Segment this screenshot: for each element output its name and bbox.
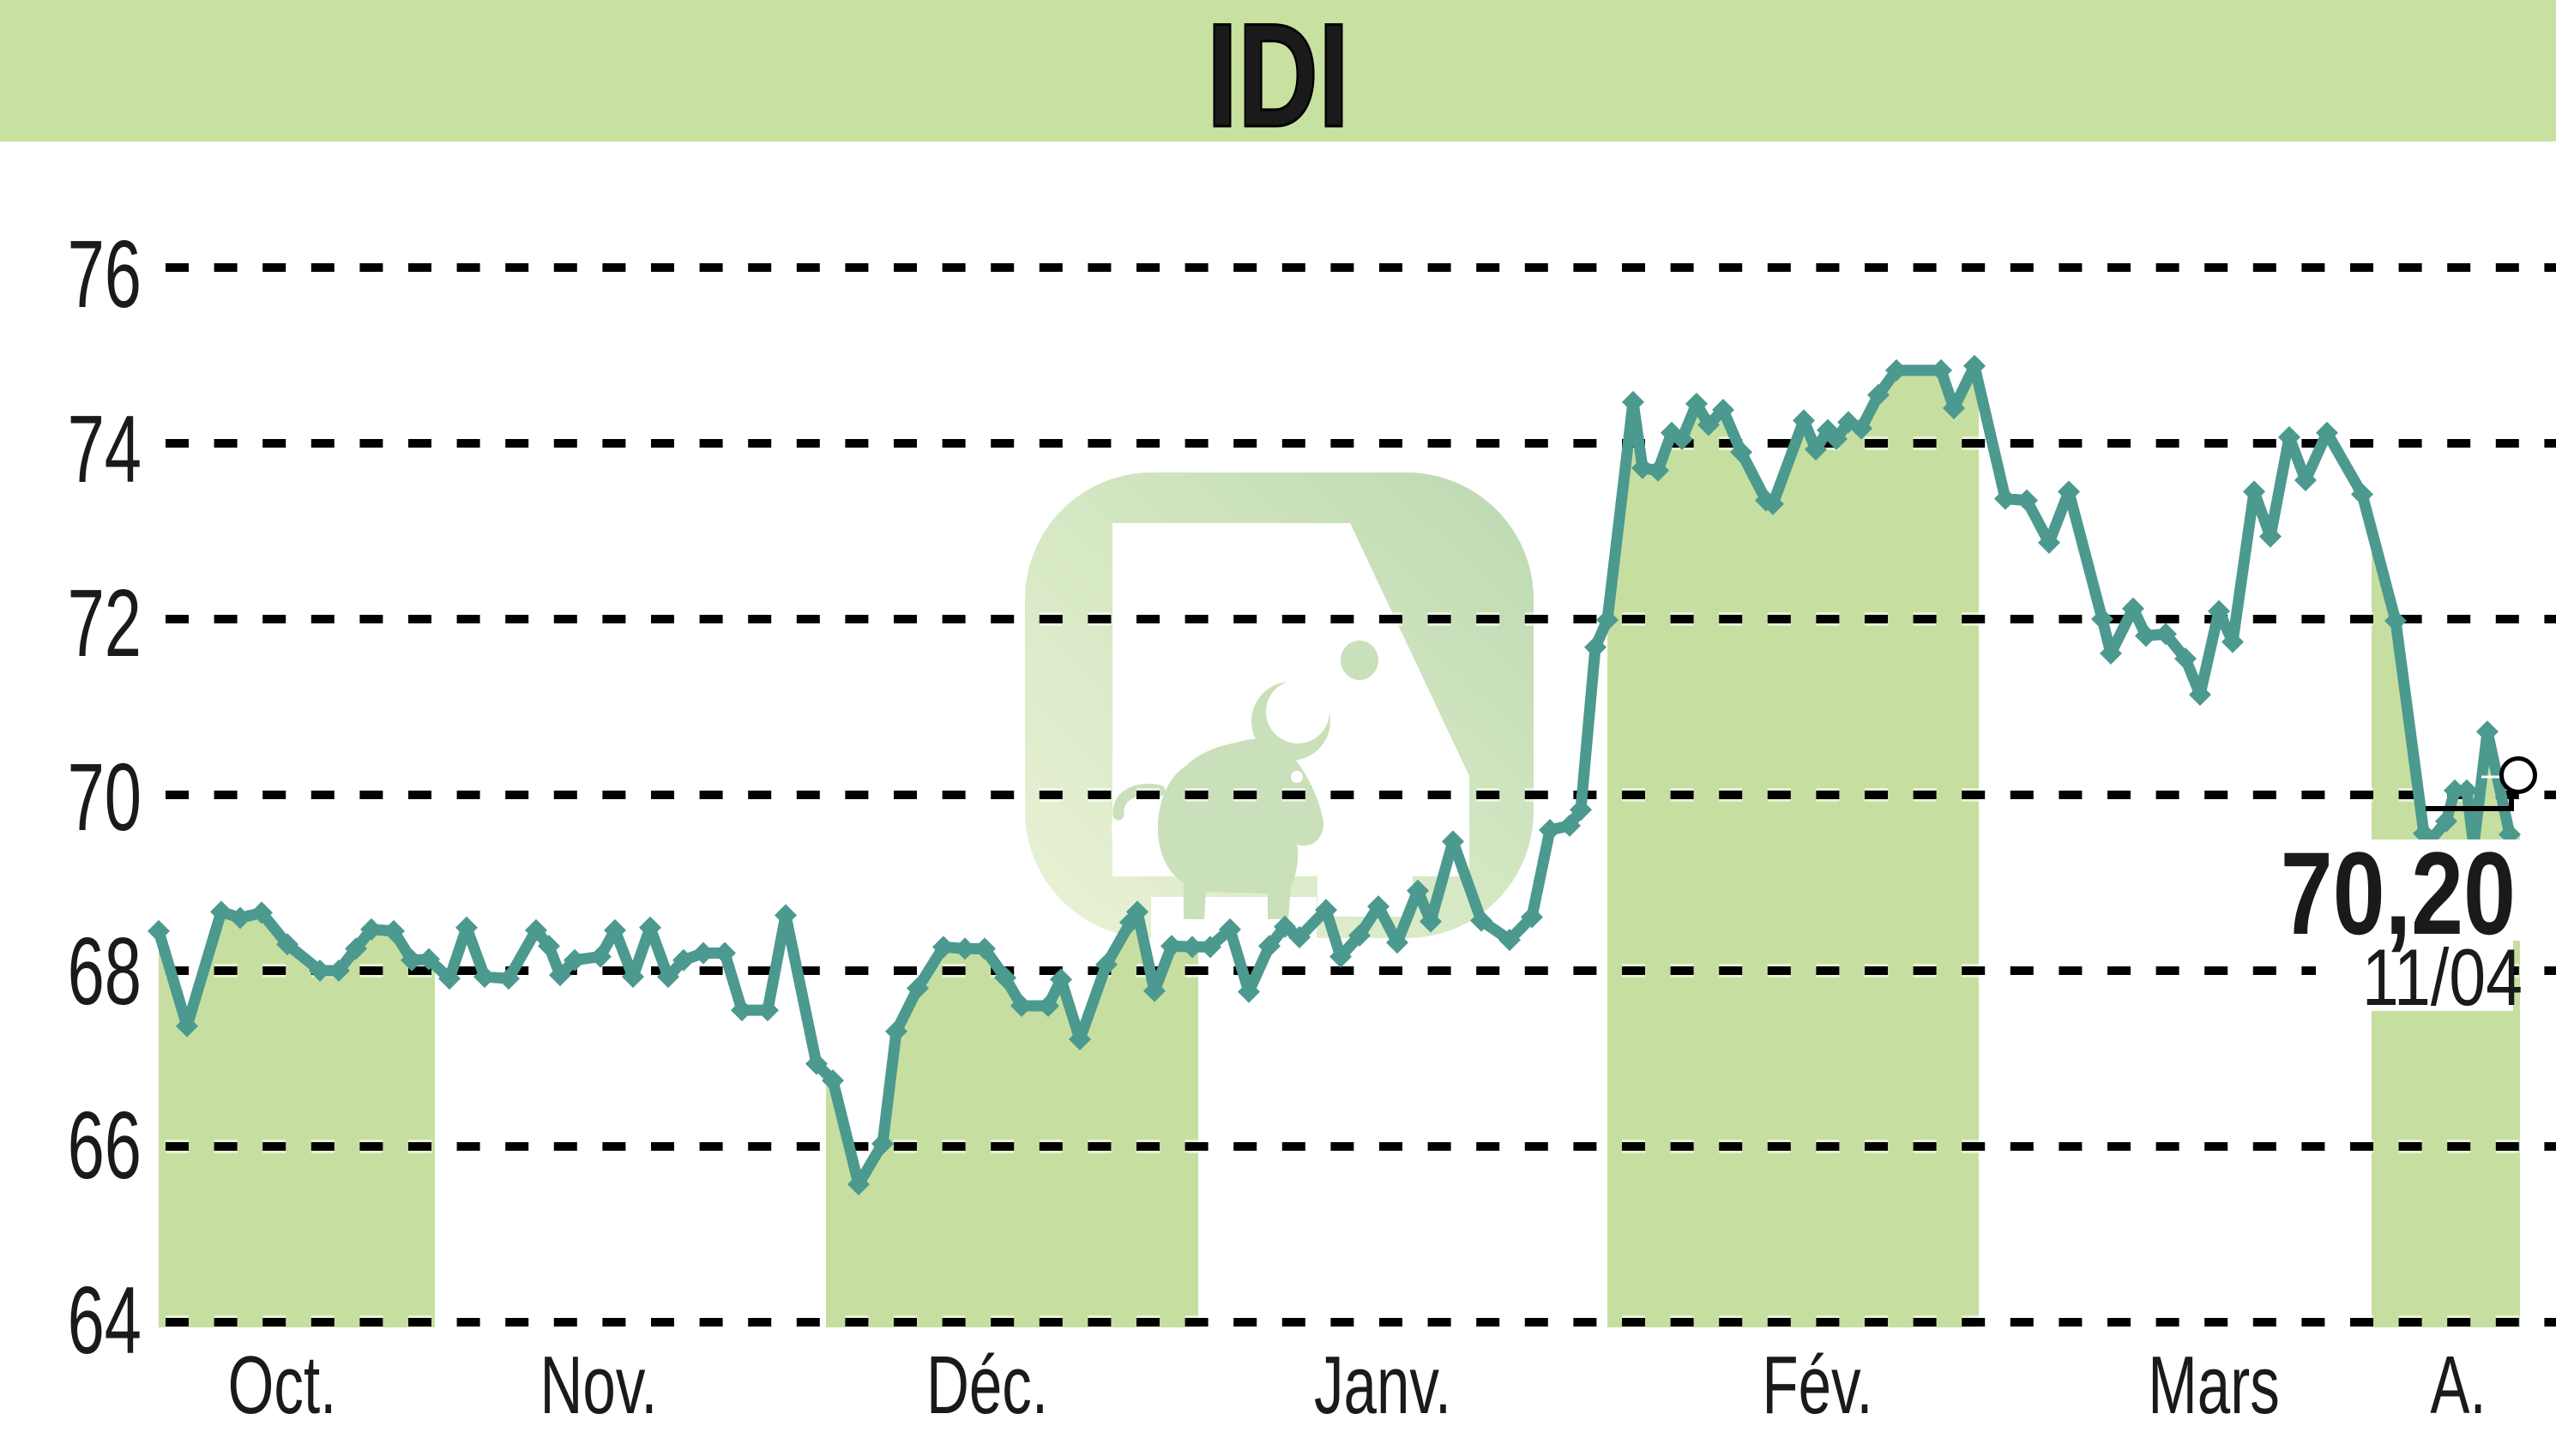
- svg-text:Janv.: Janv.: [1314, 1339, 1451, 1431]
- svg-text:72: 72: [68, 570, 142, 677]
- svg-text:Oct.: Oct.: [228, 1339, 337, 1431]
- svg-text:A.: A.: [2430, 1339, 2486, 1431]
- svg-text:70: 70: [68, 744, 142, 851]
- svg-text:68: 68: [68, 918, 142, 1025]
- svg-text:64: 64: [68, 1267, 142, 1374]
- svg-text:70,20: 70,20: [2281, 828, 2516, 959]
- svg-text:Déc.: Déc.: [926, 1339, 1048, 1431]
- svg-text:76: 76: [68, 221, 142, 328]
- svg-text:Mars: Mars: [2148, 1339, 2280, 1431]
- svg-text:74: 74: [68, 396, 142, 502]
- svg-text:66: 66: [68, 1092, 142, 1199]
- svg-text:11/04: 11/04: [2362, 933, 2523, 1023]
- svg-text:Nov.: Nov.: [540, 1339, 658, 1431]
- svg-text:IDI: IDI: [1207, 0, 1349, 158]
- svg-text:Fév.: Fév.: [1762, 1339, 1872, 1431]
